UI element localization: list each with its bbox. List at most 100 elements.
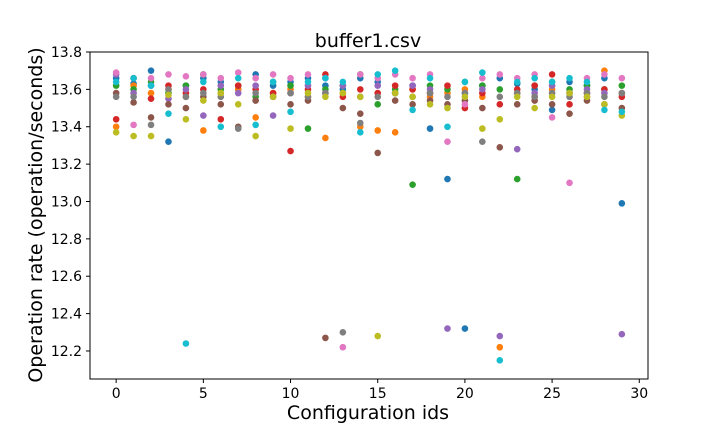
x-axis-label: Configuration ids — [287, 402, 449, 424]
data-point — [304, 71, 312, 78]
data-point — [618, 89, 626, 97]
y-tick-label: 12.4 — [51, 307, 82, 323]
data-point — [147, 74, 155, 82]
data-point — [252, 121, 259, 129]
x-tick-label: 20 — [456, 386, 474, 402]
data-point — [182, 86, 190, 93]
data-point — [374, 82, 382, 89]
data-point — [409, 181, 416, 188]
data-point — [252, 74, 259, 82]
y-tick-label: 12.6 — [51, 269, 82, 285]
data-point — [513, 93, 521, 101]
data-point — [601, 106, 608, 114]
data-point — [147, 67, 155, 74]
data-point — [252, 82, 259, 89]
data-point — [548, 106, 556, 114]
data-point — [566, 101, 573, 108]
data-point — [112, 129, 120, 136]
data-point — [200, 97, 207, 104]
data-point — [566, 110, 573, 117]
data-point — [356, 129, 364, 136]
data-point — [200, 112, 207, 119]
data-point — [444, 104, 451, 112]
data-point — [391, 67, 399, 74]
x-tick-label: 15 — [369, 386, 387, 402]
data-point — [252, 97, 259, 104]
y-tick-label: 13.4 — [51, 120, 82, 136]
data-point — [374, 332, 382, 340]
data-point — [496, 86, 504, 93]
data-point — [548, 114, 556, 121]
data-point — [287, 108, 294, 116]
data-point — [217, 89, 225, 97]
data-point — [426, 125, 434, 132]
data-point — [252, 114, 259, 121]
data-point — [269, 78, 277, 86]
data-point — [339, 104, 347, 112]
data-point — [479, 74, 486, 82]
data-point — [165, 86, 172, 93]
data-point — [147, 114, 155, 121]
plot-points — [112, 67, 626, 364]
data-point — [531, 82, 538, 89]
data-point — [269, 112, 277, 119]
data-point — [391, 97, 399, 104]
y-tick-label: 13.6 — [51, 82, 82, 98]
data-point — [548, 93, 556, 101]
data-point — [182, 115, 190, 123]
data-point — [356, 110, 364, 117]
data-point — [409, 82, 416, 89]
data-point — [322, 334, 329, 342]
data-point — [339, 89, 347, 97]
data-point — [444, 82, 451, 89]
data-point — [496, 71, 504, 78]
data-point — [217, 115, 225, 123]
data-point — [496, 143, 504, 151]
data-point — [461, 93, 469, 101]
x-tick-label: 25 — [543, 386, 561, 402]
data-point — [374, 127, 382, 134]
data-point — [147, 95, 155, 103]
data-point — [130, 121, 137, 129]
data-point — [479, 69, 486, 76]
data-point — [339, 343, 347, 351]
data-point — [112, 115, 120, 123]
data-point — [217, 101, 225, 108]
data-point — [409, 93, 416, 101]
data-point — [601, 93, 608, 101]
y-tick-label: 12.2 — [51, 344, 82, 360]
data-point — [426, 74, 434, 82]
data-point — [252, 89, 259, 97]
y-tick-label: 13.0 — [51, 194, 82, 210]
data-point — [566, 89, 573, 97]
data-point — [391, 82, 399, 89]
data-point — [234, 74, 242, 82]
data-point — [217, 74, 225, 82]
y-tick-label: 13.8 — [51, 45, 82, 61]
data-point — [548, 101, 556, 108]
data-point — [548, 71, 556, 78]
data-point — [304, 78, 312, 86]
data-point — [356, 119, 364, 127]
data-point — [479, 86, 486, 93]
data-point — [531, 74, 538, 82]
data-point — [601, 71, 608, 78]
data-point — [147, 89, 155, 97]
data-point — [513, 101, 521, 108]
y-axis-label: Operation rate (operation/seconds) — [25, 47, 47, 382]
data-point — [165, 71, 172, 78]
data-point — [479, 138, 486, 145]
data-point — [165, 110, 172, 117]
data-point — [444, 325, 451, 332]
data-point — [374, 149, 382, 157]
data-point — [130, 132, 137, 140]
x-tick-label: 30 — [630, 386, 648, 402]
data-point — [234, 89, 242, 97]
data-point — [234, 69, 242, 76]
x-tick-label: 10 — [282, 386, 300, 402]
data-point — [479, 104, 486, 112]
data-point — [618, 74, 626, 82]
chart-title: buffer1.csv — [315, 30, 421, 52]
data-point — [356, 71, 364, 78]
